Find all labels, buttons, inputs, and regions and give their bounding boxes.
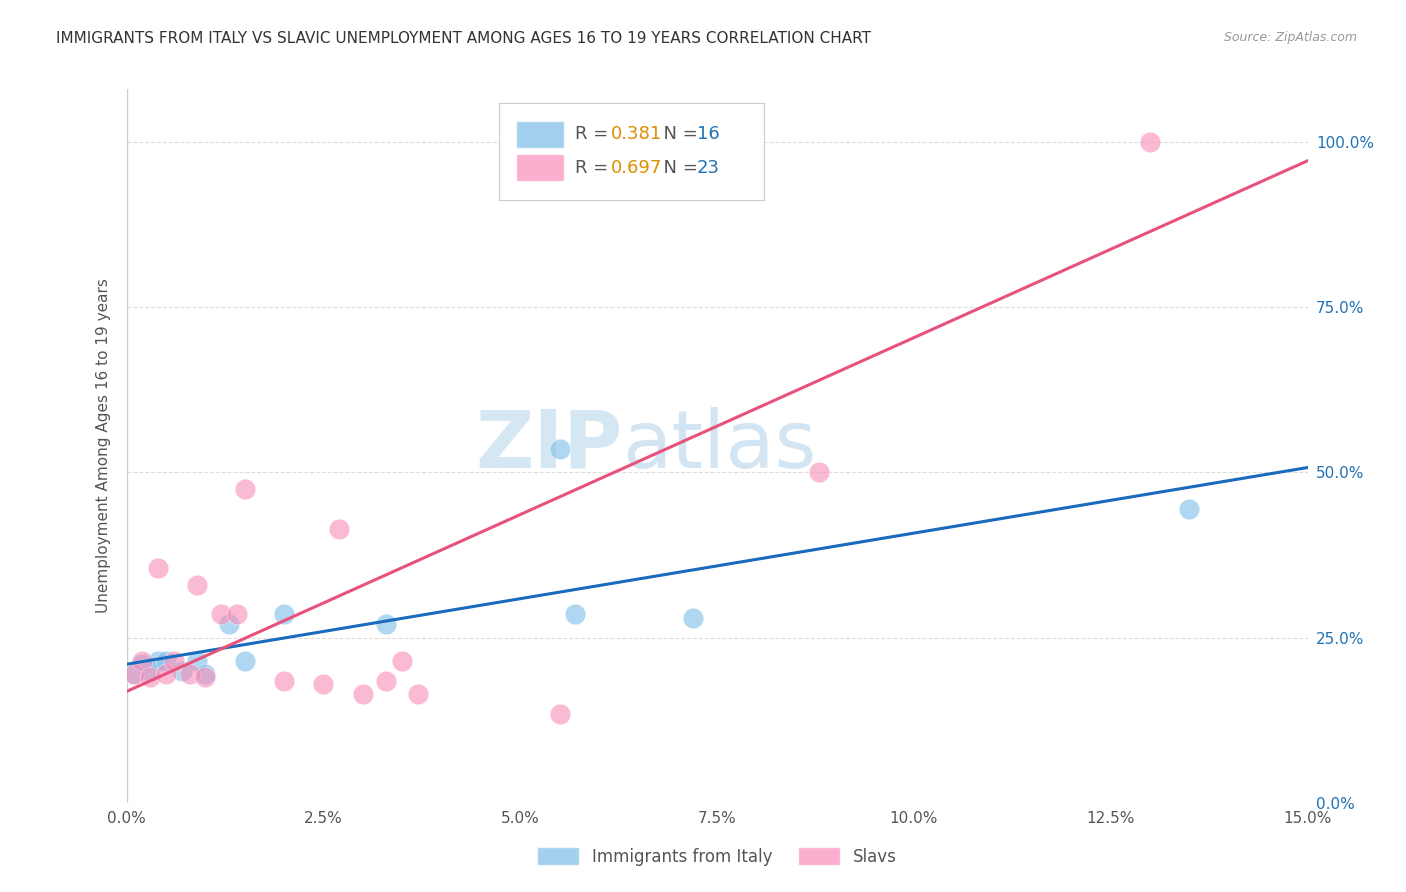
Point — [564, 607, 586, 622]
Point — [155, 654, 177, 668]
Point — [548, 706, 571, 721]
Point — [391, 654, 413, 668]
Point — [218, 617, 240, 632]
Point — [194, 670, 217, 684]
Point — [233, 654, 256, 668]
Point — [273, 607, 295, 622]
Text: R =: R = — [575, 125, 614, 143]
Point — [328, 522, 350, 536]
FancyBboxPatch shape — [499, 103, 765, 200]
Point — [352, 687, 374, 701]
Point — [375, 673, 398, 688]
Text: R =: R = — [575, 159, 614, 177]
Point — [146, 561, 169, 575]
Text: IMMIGRANTS FROM ITALY VS SLAVIC UNEMPLOYMENT AMONG AGES 16 TO 19 YEARS CORRELATI: IMMIGRANTS FROM ITALY VS SLAVIC UNEMPLOY… — [56, 31, 872, 46]
Point — [186, 654, 208, 668]
Point — [124, 667, 146, 681]
Point — [124, 667, 146, 681]
Point — [375, 617, 398, 632]
Point — [225, 607, 247, 622]
Point — [548, 442, 571, 457]
Text: 0.381: 0.381 — [610, 125, 662, 143]
Text: N =: N = — [652, 159, 703, 177]
Point — [1139, 135, 1161, 149]
Point — [131, 657, 153, 671]
Point — [139, 670, 162, 684]
Text: 0.697: 0.697 — [610, 159, 662, 177]
Point — [131, 654, 153, 668]
Point — [163, 654, 186, 668]
Point — [1178, 501, 1201, 516]
Text: 16: 16 — [697, 125, 720, 143]
Bar — [516, 154, 564, 181]
Point — [312, 677, 335, 691]
Point — [627, 135, 650, 149]
Point — [808, 466, 831, 480]
Y-axis label: Unemployment Among Ages 16 to 19 years: Unemployment Among Ages 16 to 19 years — [96, 278, 111, 614]
Point — [139, 664, 162, 678]
Text: 23: 23 — [697, 159, 720, 177]
Legend: Immigrants from Italy, Slavs: Immigrants from Italy, Slavs — [537, 847, 897, 866]
Point — [194, 667, 217, 681]
Point — [682, 611, 704, 625]
Point — [406, 687, 429, 701]
Point — [170, 664, 193, 678]
Text: ZIP: ZIP — [475, 407, 623, 485]
Point — [179, 667, 201, 681]
Text: N =: N = — [652, 125, 703, 143]
Point — [186, 578, 208, 592]
Point — [233, 482, 256, 496]
Point — [209, 607, 232, 622]
Point — [146, 654, 169, 668]
Point — [155, 667, 177, 681]
Point — [273, 673, 295, 688]
Bar — [516, 120, 564, 148]
Text: atlas: atlas — [623, 407, 817, 485]
Text: Source: ZipAtlas.com: Source: ZipAtlas.com — [1223, 31, 1357, 45]
